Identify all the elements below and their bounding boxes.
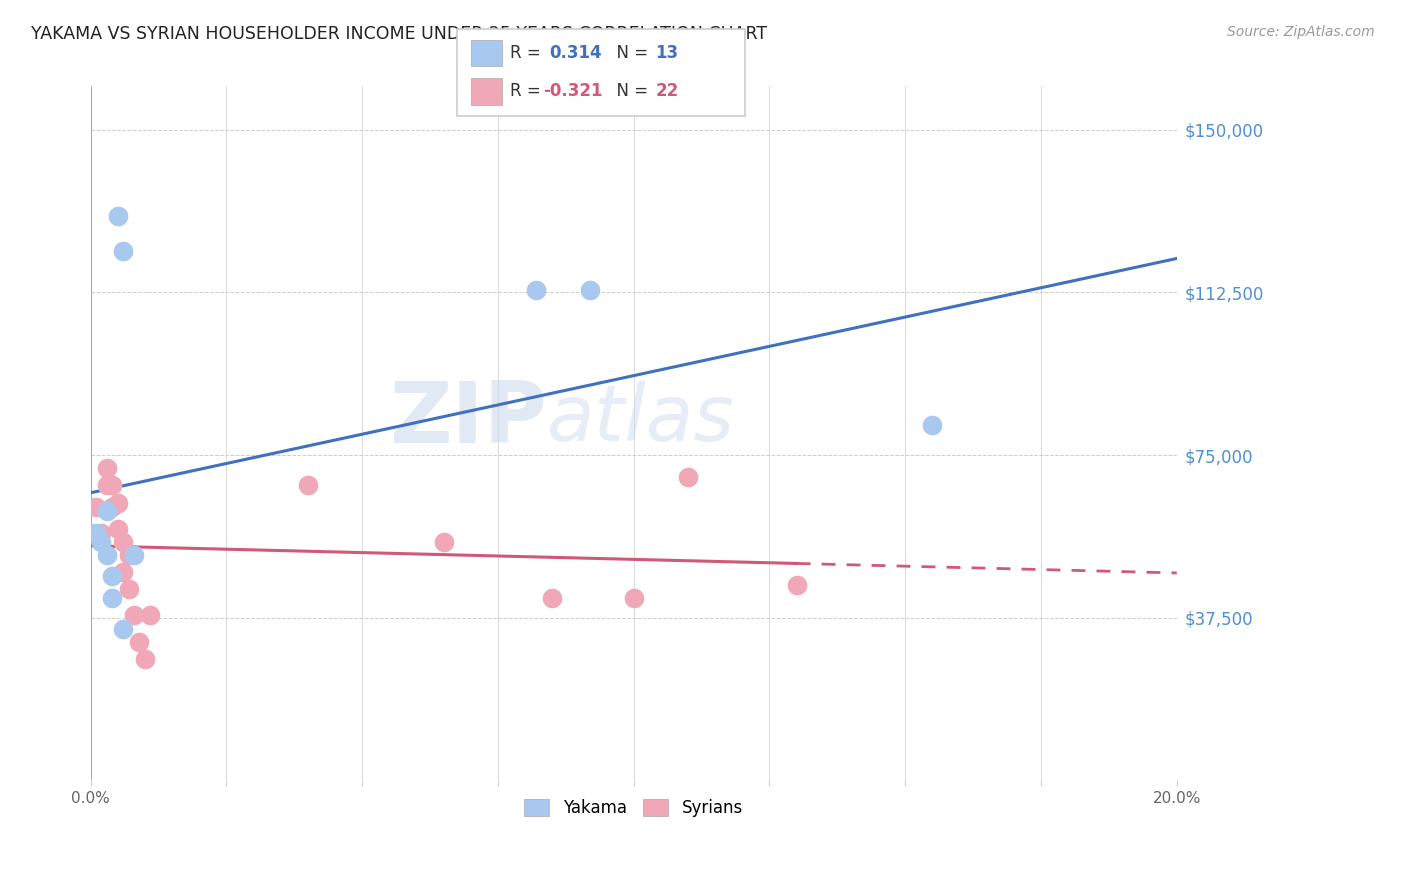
Point [84,526,107,541]
Point [101,478,124,492]
Point [541,591,564,606]
Legend: Yakama, Syrians: Yakama, Syrians [517,792,749,824]
Point [579,283,602,297]
Point [297,478,319,492]
Point [112,622,135,636]
Point [786,578,808,592]
Text: N =: N = [606,82,654,101]
Text: Source: ZipAtlas.com: Source: ZipAtlas.com [1227,25,1375,39]
Point [112,534,135,549]
Text: 13: 13 [655,44,678,62]
Point [139,608,162,623]
Text: R =: R = [510,44,551,62]
Point [107,522,129,536]
Point [101,591,124,606]
Text: 0.314: 0.314 [550,44,602,62]
Point [128,634,150,648]
Text: 22: 22 [655,82,679,101]
Point [433,534,456,549]
Point [90,526,112,541]
Point [623,591,645,606]
Point [101,569,124,583]
Point [96,478,118,492]
Point [90,534,112,549]
Text: R =: R = [510,82,547,101]
Point [524,283,547,297]
Point [96,461,118,475]
Text: atlas: atlas [547,382,735,458]
Point [107,496,129,510]
Point [134,652,156,666]
Point [122,548,145,562]
Point [117,582,139,597]
Point [101,500,124,514]
Text: YAKAMA VS SYRIAN HOUSEHOLDER INCOME UNDER 25 YEARS CORRELATION CHART: YAKAMA VS SYRIAN HOUSEHOLDER INCOME UNDE… [31,25,768,43]
Text: N =: N = [606,44,654,62]
Point [96,548,118,562]
Point [112,244,135,259]
Text: -0.321: -0.321 [543,82,602,101]
Point [122,608,145,623]
Point [84,500,107,514]
Point [117,548,139,562]
Point [96,504,118,518]
Text: ZIP: ZIP [389,378,547,461]
Point [676,469,699,483]
Point [921,417,943,432]
Point [107,210,129,224]
Point [112,565,135,579]
